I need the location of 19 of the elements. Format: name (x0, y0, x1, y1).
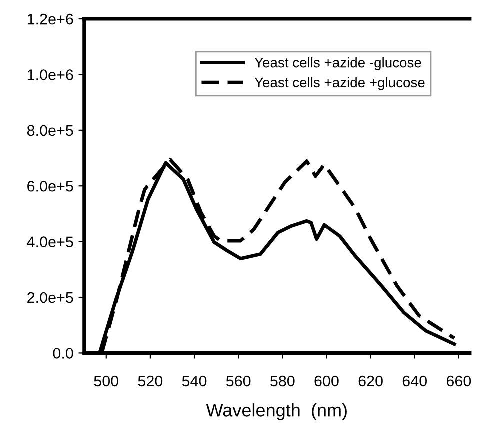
y-tick-label: 2.0e+5 (28, 292, 74, 304)
x-tick-label: 640 (402, 376, 428, 387)
x-tick-label: 500 (94, 376, 119, 387)
y-tick-label: 1.2e+6 (28, 14, 74, 25)
y-tick-label: 8.0e+5 (27, 125, 74, 136)
y-tick-label: 1.0e+6 (28, 70, 74, 80)
x-tick-label: 520 (138, 376, 163, 387)
x-tick-label: 600 (314, 376, 339, 387)
legend-label: Yeast cells +azide +glucose (254, 77, 425, 90)
y-tick-label: 4.0e+5 (27, 236, 74, 248)
y-tick-label: 0.0 (53, 348, 74, 359)
x-tick-label: 580 (270, 376, 295, 387)
x-tick-label: 540 (182, 376, 207, 387)
x-tick-label: 620 (358, 376, 383, 387)
x-tick-label: 660 (446, 376, 472, 387)
x-tick-label: 560 (226, 376, 251, 387)
legend-label: Yeast cells +azide -glucose (254, 58, 422, 70)
x-axis-title: Wavelength (nm) (206, 404, 347, 420)
y-tick-label: 6.0e+5 (28, 180, 74, 192)
